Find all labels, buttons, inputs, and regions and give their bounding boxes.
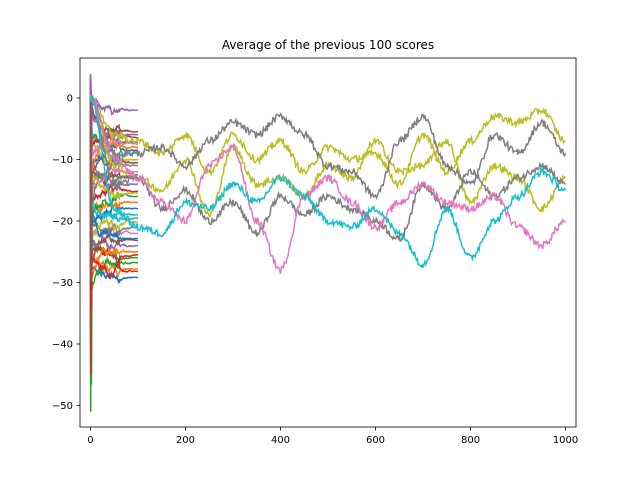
x-tick-label: 400 — [271, 435, 290, 446]
short-series-line — [89, 87, 139, 309]
x-tick-label: 0 — [87, 435, 93, 446]
short-series-line — [89, 79, 138, 311]
series-layer — [89, 74, 567, 412]
short-series-line — [89, 77, 138, 301]
x-tick-label: 1000 — [553, 435, 578, 446]
y-tick-label: 0 — [67, 93, 73, 104]
y-tick-label: −40 — [52, 339, 73, 350]
short-series-line — [89, 74, 138, 342]
x-tick-label: 600 — [366, 435, 385, 446]
axes-layer: 0 200 400 600 800 1000 0 −10 −20 −30 −40 −50 — [52, 57, 578, 446]
x-tick-label: 200 — [176, 435, 195, 446]
series-line — [89, 94, 567, 218]
chart-title: Average of the previous 100 scores — [222, 38, 434, 52]
short-series-line — [89, 86, 138, 303]
series-line — [89, 94, 566, 242]
short-series-line — [89, 85, 139, 366]
y-tick-label: −20 — [52, 216, 73, 227]
plot-frame — [79, 57, 577, 428]
series-line — [89, 94, 567, 200]
y-tick-label: −50 — [52, 401, 73, 412]
short-series-line — [89, 94, 138, 345]
short-series-line — [89, 88, 138, 287]
short-series-line — [89, 96, 138, 412]
short-series-line — [89, 77, 139, 324]
x-tick-label: 800 — [461, 435, 480, 446]
short-series-line — [89, 76, 138, 166]
series-line — [90, 96, 566, 190]
series-line — [89, 94, 566, 274]
y-tick-label: −10 — [52, 155, 73, 166]
short-series-line — [89, 76, 138, 375]
short-series-line — [89, 90, 138, 344]
series-line — [89, 94, 567, 269]
y-tick-label: −30 — [52, 278, 73, 289]
